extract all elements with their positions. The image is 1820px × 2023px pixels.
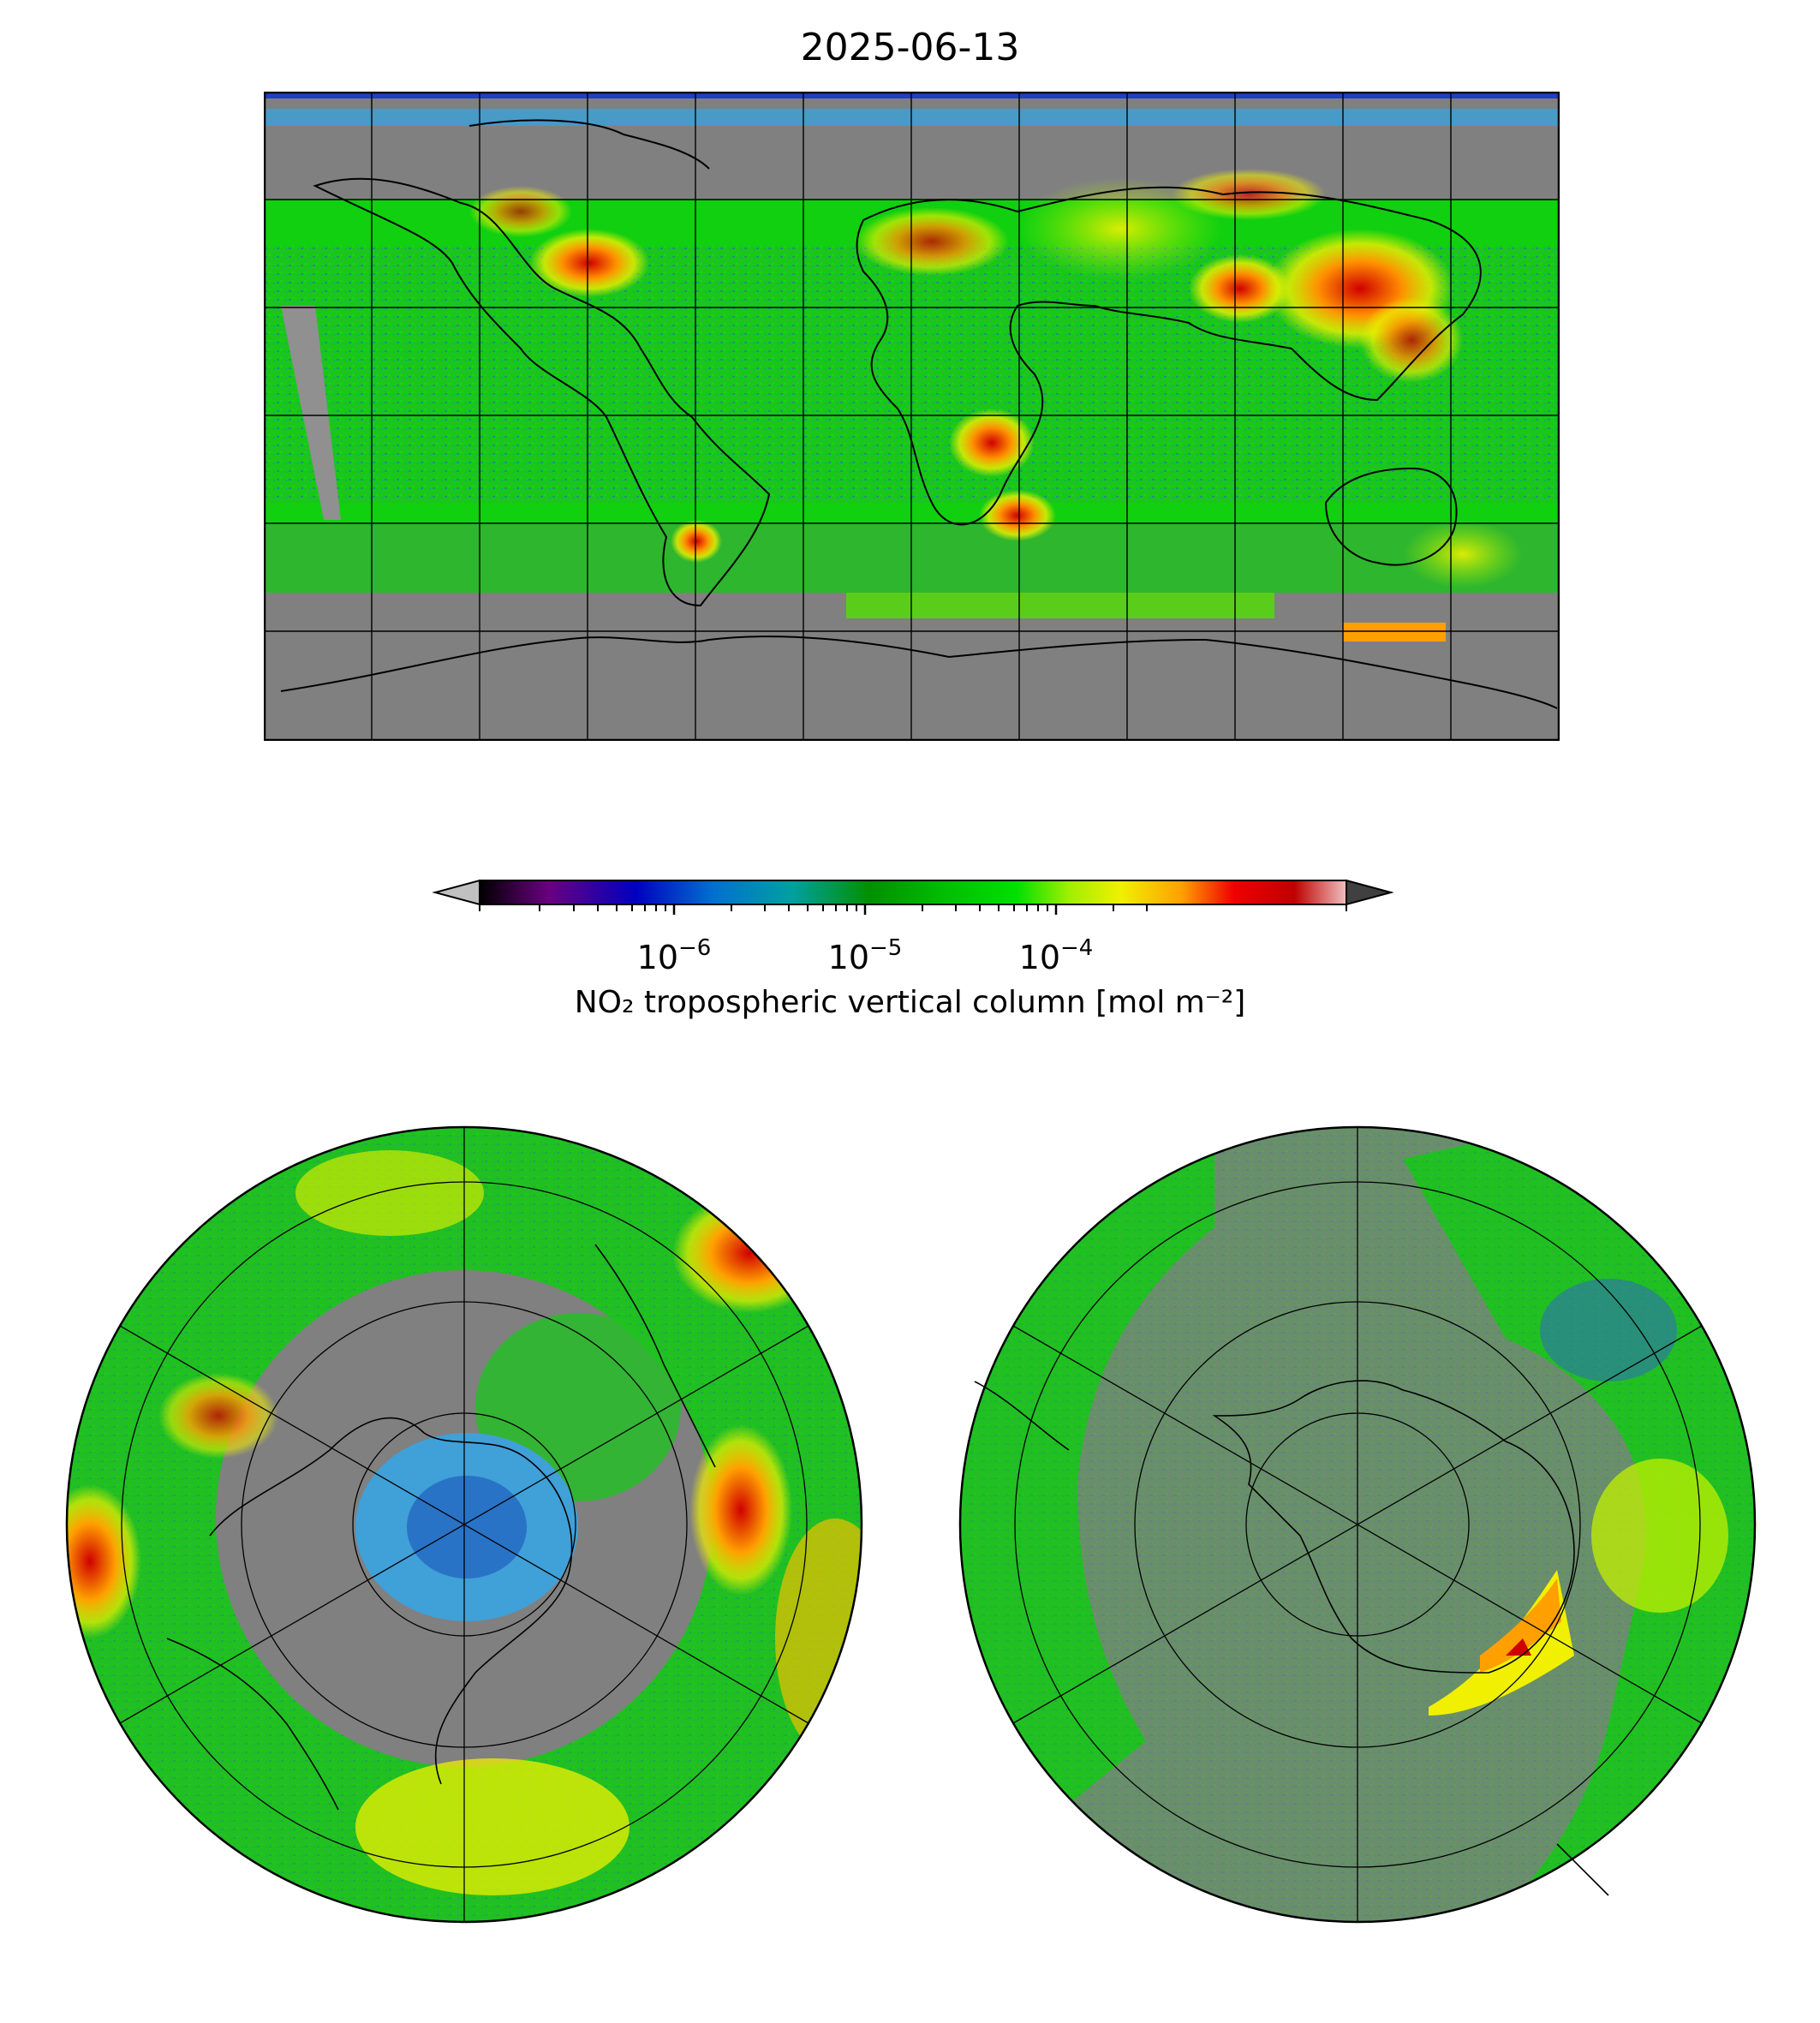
colorbar-tick-label: 10−6 xyxy=(636,935,712,976)
south-graticule xyxy=(1012,1127,1703,1922)
colorbar-gradient xyxy=(479,880,1347,905)
north-graticule xyxy=(119,1127,809,1922)
colorbar-over-triangle xyxy=(1346,879,1394,906)
south-polar-map xyxy=(958,1125,1757,1924)
colorbar-ticks xyxy=(479,904,1347,915)
global-map xyxy=(264,92,1560,741)
colorbar-tick-label: 10−4 xyxy=(1018,935,1094,976)
north-coastlines xyxy=(166,1244,716,1811)
coastlines xyxy=(280,119,1558,709)
colorbar xyxy=(432,879,1394,915)
figure-title: 2025-06-13 xyxy=(800,26,1020,69)
graticule xyxy=(264,92,1560,741)
colorbar-under-triangle xyxy=(432,879,480,906)
north-polar-map xyxy=(65,1125,863,1924)
colorbar-label: NO₂ tropospheric vertical column [mol m⁻… xyxy=(574,985,1246,1020)
south-coastlines xyxy=(974,1380,1609,1896)
colorbar-tick-label: 10−5 xyxy=(827,935,903,976)
